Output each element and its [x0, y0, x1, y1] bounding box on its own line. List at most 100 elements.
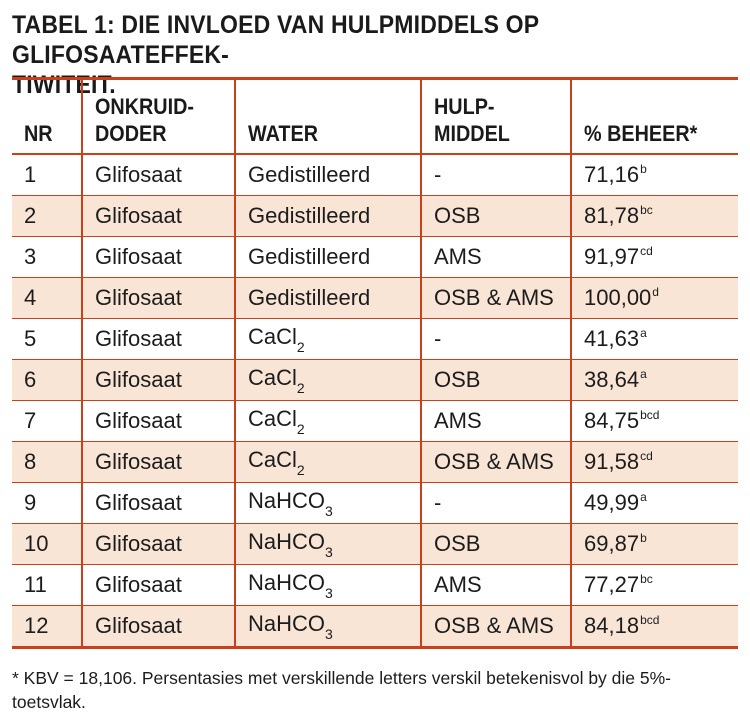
header-hulpmiddel: HULP- MIDDEL [420, 78, 571, 155]
cell-water: CaCl2 [234, 318, 421, 360]
water-subscript: 3 [325, 584, 333, 601]
cell-hulpmiddel: OSB & AMS [420, 277, 571, 319]
table-body: 1 Glifosaat Gedistilleerd -71,16b 2 Glifosaat… [12, 153, 738, 648]
table-row: 5 Glifosaat CaCl2-41,63a [12, 318, 738, 360]
cell-onkruiddoder: Glifosaat [81, 441, 235, 483]
results-table: NR ONKRUID- DODER WATER HULP- MIDDEL % BEH… [12, 77, 738, 649]
water-subscript: 2 [296, 420, 305, 437]
cell-onkruiddoder: Glifosaat [81, 153, 235, 196]
water-subscript: 3 [325, 625, 333, 642]
cell-beheer: 49,99a [570, 482, 738, 524]
cell-hulpmiddel: - [420, 482, 571, 524]
significance-letters: cd [640, 449, 653, 463]
table-row: 3 Glifosaat Gedistilleerd AMS 91,97cd [12, 236, 738, 278]
cell-hulpmiddel: - [420, 318, 571, 360]
cell-nr: 12 [12, 605, 82, 648]
cell-beheer: 38,64a [570, 359, 738, 401]
cell-nr: 6 [12, 359, 82, 401]
cell-water: Gedistilleerd [234, 195, 421, 237]
significance-letters: bc [640, 572, 653, 586]
cell-water: Gedistilleerd [234, 236, 421, 278]
table-row: 8 Glifosaat CaCl2 OSB & AMS 91,58cd [12, 441, 738, 483]
cell-water: NaHCO3 [234, 523, 421, 565]
cell-beheer: 84,18bcd [570, 605, 738, 648]
water-subscript: 2 [296, 379, 305, 396]
table-row: 12 Glifosaat NaHCO3 OSB & AMS 84,18bcd [12, 605, 738, 648]
cell-beheer: 71,16b [570, 153, 738, 196]
cell-hulpmiddel: AMS [420, 236, 571, 278]
cell-nr: 11 [12, 564, 82, 606]
significance-letters: bcd [640, 408, 660, 422]
header-water: WATER [234, 78, 421, 155]
cell-water: Gedistilleerd [234, 153, 421, 196]
cell-water: CaCl2 [234, 441, 421, 483]
cell-hulpmiddel: AMS [420, 564, 571, 606]
significance-letters: a [640, 490, 647, 504]
cell-nr: 2 [12, 195, 82, 237]
cell-nr: 4 [12, 277, 82, 319]
significance-letters: b [640, 162, 647, 176]
table-title-line-1: TABEL 1: DIE INVLOED VAN HULPMIDDELS OP … [12, 11, 539, 69]
cell-beheer: 69,87b [570, 523, 738, 565]
cell-nr: 9 [12, 482, 82, 524]
cell-onkruiddoder: Glifosaat [81, 236, 235, 278]
water-subscript: 2 [296, 338, 305, 355]
table-row: 9 Glifosaat NaHCO3-49,99a [12, 482, 738, 524]
table-row: 2 Glifosaat Gedistilleerd OSB 81,78bc [12, 195, 738, 237]
cell-beheer: 91,97cd [570, 236, 738, 278]
cell-onkruiddoder: Glifosaat [81, 400, 235, 442]
cell-hulpmiddel: OSB [420, 359, 571, 401]
cell-nr: 7 [12, 400, 82, 442]
table-row: 6 Glifosaat CaCl2 OSB 38,64a [12, 359, 738, 401]
significance-letters: bc [640, 203, 653, 217]
cell-nr: 8 [12, 441, 82, 483]
cell-beheer: 100,00d [570, 277, 738, 319]
cell-onkruiddoder: Glifosaat [81, 482, 235, 524]
cell-beheer: 84,75bcd [570, 400, 738, 442]
cell-nr: 3 [12, 236, 82, 278]
significance-letters: a [640, 326, 647, 340]
cell-onkruiddoder: Glifosaat [81, 318, 235, 360]
cell-water: Gedistilleerd [234, 277, 421, 319]
cell-water: NaHCO3 [234, 564, 421, 606]
water-subscript: 3 [325, 502, 333, 519]
cell-nr: 10 [12, 523, 82, 565]
table-row: 10 Glifosaat NaHCO3 OSB 69,87b [12, 523, 738, 565]
water-subscript: 3 [325, 543, 333, 560]
water-subscript: 2 [296, 461, 305, 478]
significance-letters: a [640, 367, 647, 381]
header-onkruiddoder: ONKRUID- DODER [81, 78, 235, 155]
cell-onkruiddoder: Glifosaat [81, 277, 235, 319]
cell-hulpmiddel: AMS [420, 400, 571, 442]
header-nr: NR [12, 78, 82, 155]
cell-beheer: 91,58cd [570, 441, 738, 483]
cell-onkruiddoder: Glifosaat [81, 359, 235, 401]
cell-beheer: 41,63a [570, 318, 738, 360]
significance-letters: bcd [640, 613, 660, 627]
cell-beheer: 77,27bc [570, 564, 738, 606]
header-row: NR ONKRUID- DODER WATER HULP- MIDDEL % BEH… [12, 78, 738, 155]
cell-onkruiddoder: Glifosaat [81, 195, 235, 237]
table-row: 1 Glifosaat Gedistilleerd -71,16b [12, 153, 738, 196]
cell-hulpmiddel: - [420, 153, 571, 196]
cell-hulpmiddel: OSB & AMS [420, 441, 571, 483]
cell-beheer: 81,78bc [570, 195, 738, 237]
table-title: TABEL 1: DIE INVLOED VAN HULPMIDDELS OP … [12, 10, 680, 100]
cell-onkruiddoder: Glifosaat [81, 605, 235, 648]
significance-letters: b [640, 531, 647, 545]
cell-hulpmiddel: OSB & AMS [420, 605, 571, 648]
table-row: 4 Glifosaat Gedistilleerd OSB & AMS 100,00d [12, 277, 738, 319]
footnote: * KBV = 18,106. Persentasies met verskil… [12, 668, 672, 712]
cell-water: NaHCO3 [234, 482, 421, 524]
cell-nr: 1 [12, 153, 82, 196]
cell-water: NaHCO3 [234, 605, 421, 648]
cell-onkruiddoder: Glifosaat [81, 523, 235, 565]
cell-nr: 5 [12, 318, 82, 360]
cell-water: CaCl2 [234, 400, 421, 442]
cell-onkruiddoder: Glifosaat [81, 564, 235, 606]
cell-water: CaCl2 [234, 359, 421, 401]
cell-hulpmiddel: OSB [420, 523, 571, 565]
cell-hulpmiddel: OSB [420, 195, 571, 237]
header-beheer: % BEHEER* [570, 78, 738, 155]
